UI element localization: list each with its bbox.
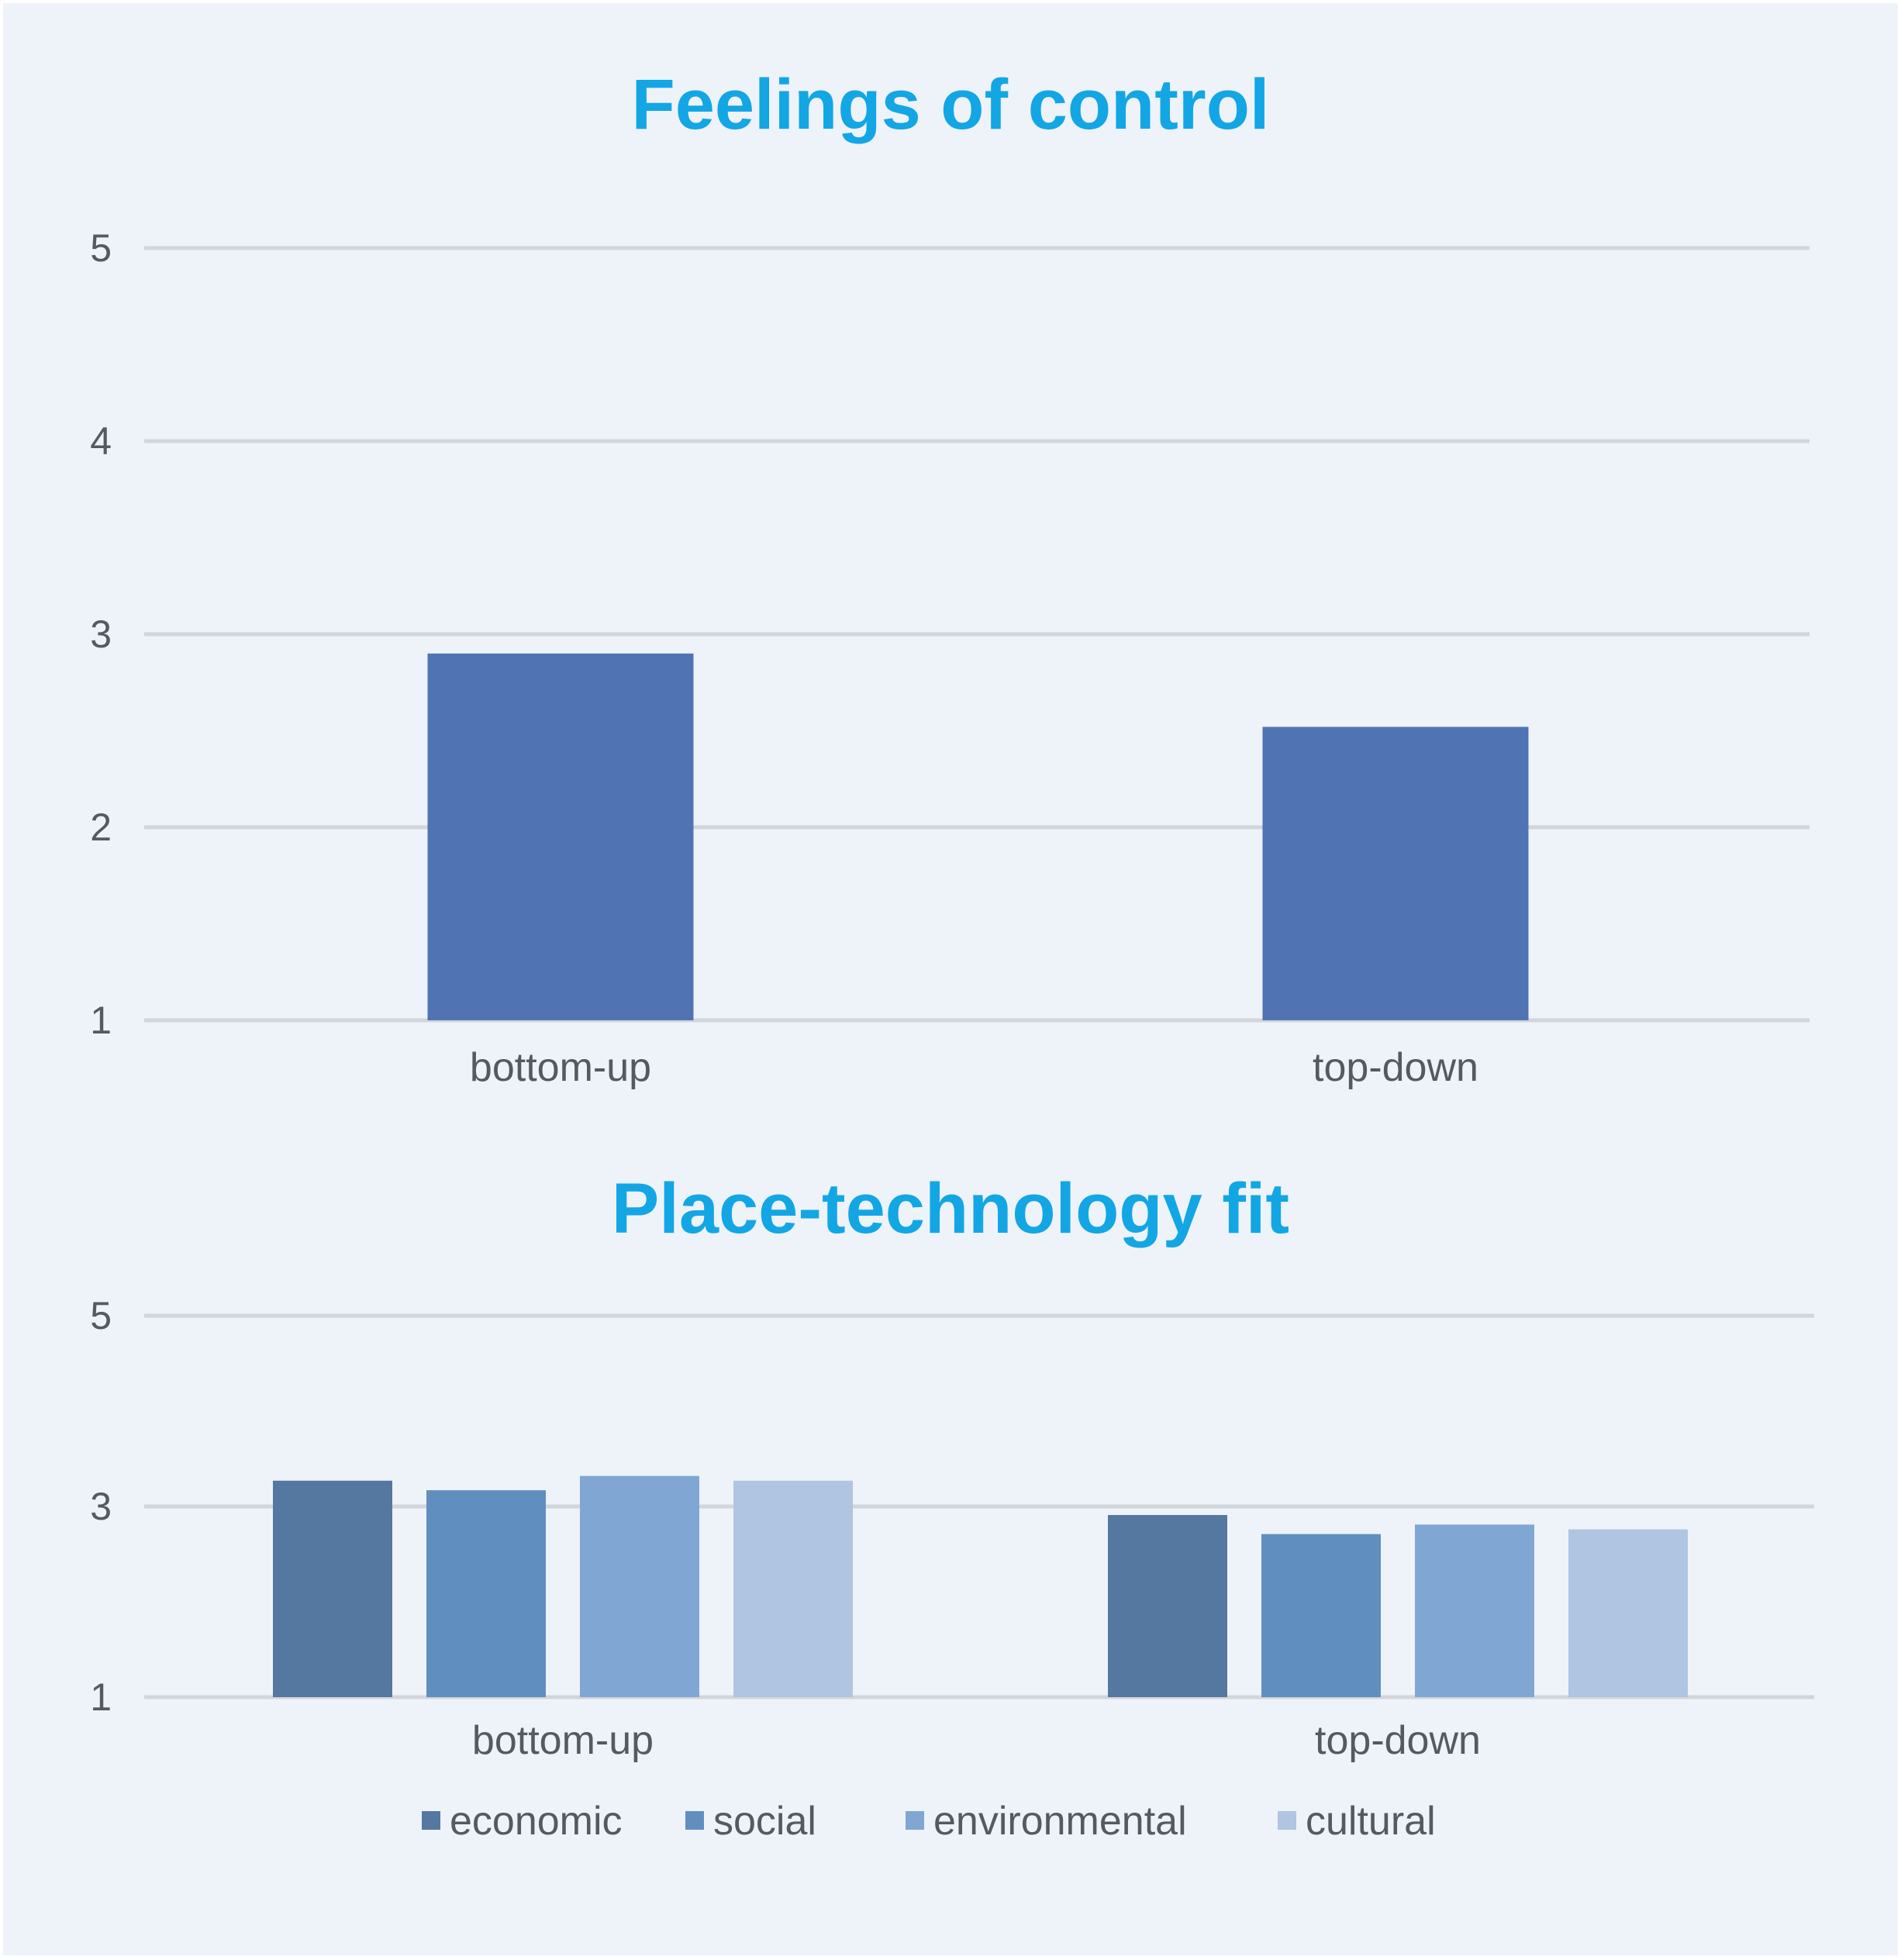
y-tick-label: 2	[90, 806, 112, 849]
legend-label: social	[713, 1799, 816, 1844]
chart-title: Place-technology fit	[612, 1169, 1289, 1248]
y-tick-label: 5	[90, 1294, 112, 1337]
bar	[1261, 1534, 1381, 1697]
bar	[1262, 726, 1529, 1020]
y-tick-label: 3	[90, 1485, 112, 1528]
legend-swatch	[1278, 1811, 1296, 1830]
legend-swatch	[422, 1811, 440, 1830]
bars	[273, 1475, 1688, 1697]
legend: economic social environmental cultural	[422, 1799, 1436, 1844]
figure: Feelings of control 1 2 3 4 5 bottom-up top-d…	[3, 3, 1898, 1955]
bar	[427, 653, 694, 1020]
y-tick-label: 5	[90, 226, 112, 270]
x-category-label: top-down	[1315, 1718, 1481, 1763]
x-category-label: bottom-up	[472, 1718, 654, 1763]
y-tick-label: 4	[90, 419, 112, 463]
bar	[426, 1490, 546, 1697]
charts-svg: Feelings of control 1 2 3 4 5 bottom-up top-d…	[90, 65, 1814, 1844]
bar	[1568, 1529, 1688, 1697]
legend-label: cultural	[1306, 1799, 1436, 1844]
y-tick-label: 1	[90, 999, 112, 1042]
y-tick-labels: 1 3 5	[90, 1294, 112, 1719]
legend-swatch	[906, 1811, 924, 1830]
bars	[427, 653, 1529, 1020]
gridlines	[144, 246, 1810, 1023]
bar	[1108, 1515, 1227, 1697]
legend-label: economic	[450, 1799, 623, 1844]
y-tick-label: 3	[90, 612, 112, 656]
y-tick-labels: 1 2 3 4 5	[90, 226, 112, 1042]
chart-feelings-of-control: Feelings of control 1 2 3 4 5 bottom-up top-d…	[90, 65, 1810, 1090]
bar	[1415, 1524, 1534, 1697]
legend-label: environmental	[933, 1799, 1187, 1844]
chart-title: Feelings of control	[632, 65, 1270, 144]
gridlines	[144, 1313, 1814, 1699]
bar	[273, 1480, 392, 1697]
x-category-label: bottom-up	[470, 1045, 651, 1090]
category-labels: bottom-up top-down	[472, 1718, 1481, 1763]
x-category-label: top-down	[1313, 1045, 1478, 1090]
category-labels: bottom-up top-down	[470, 1045, 1478, 1090]
chart-place-technology-fit: Place-technology fit 1 3 5 bottom-up top-do…	[90, 1169, 1814, 1844]
y-tick-label: 1	[90, 1675, 112, 1719]
bar	[733, 1480, 853, 1697]
legend-swatch	[685, 1811, 704, 1830]
bar	[580, 1475, 699, 1697]
